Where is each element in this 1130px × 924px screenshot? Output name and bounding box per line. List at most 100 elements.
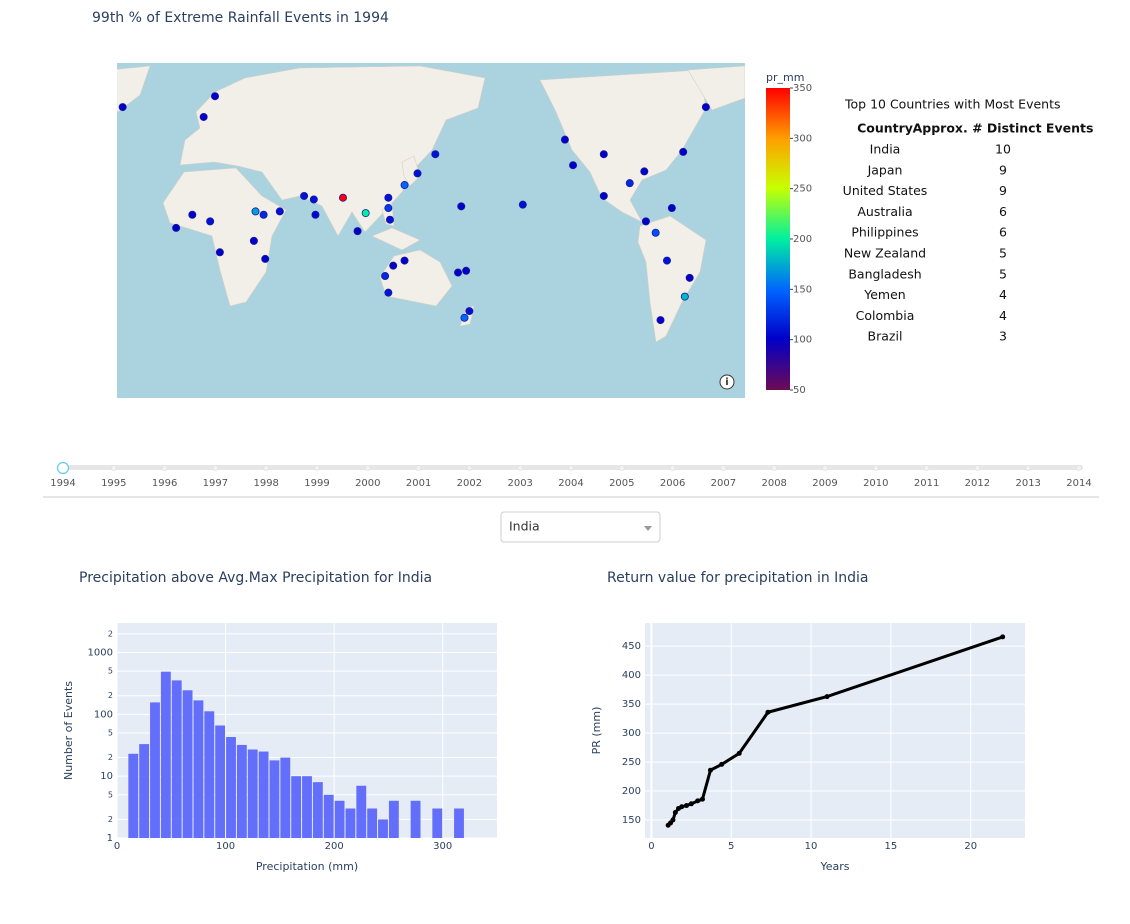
- slider-label: 1999: [304, 478, 329, 489]
- slider-step: [466, 465, 473, 471]
- slider-label: 2001: [406, 478, 431, 489]
- event-marker: [309, 195, 318, 204]
- bar: [182, 690, 193, 838]
- line-point: [1000, 634, 1006, 640]
- event-marker: [662, 256, 671, 265]
- bar: [247, 749, 258, 838]
- slider-label: 2005: [609, 478, 634, 489]
- event-marker: [118, 103, 127, 112]
- line-point: [707, 767, 713, 773]
- table-cell: Brazil: [868, 329, 903, 344]
- y-tick-label: 2: [108, 629, 113, 638]
- x-axis-label: Precipitation (mm): [256, 860, 358, 873]
- event-marker: [206, 217, 215, 226]
- event-marker: [462, 266, 471, 275]
- line-point: [672, 810, 678, 816]
- table-cell: 4: [999, 287, 1007, 302]
- bar: [280, 757, 291, 838]
- slider-label: 2014: [1066, 478, 1091, 489]
- line-point: [695, 798, 701, 804]
- table-cell: United States: [843, 183, 928, 198]
- x-tick-label: 15: [885, 841, 898, 852]
- table-header: Approx. # Distinct Events: [913, 121, 1094, 136]
- bar: [356, 785, 367, 838]
- x-tick-label: 10: [805, 841, 818, 852]
- event-marker: [353, 227, 362, 236]
- table-cell: New Zealand: [844, 246, 926, 261]
- slider-step: [364, 465, 371, 471]
- event-marker: [685, 273, 694, 282]
- bar: [432, 808, 443, 838]
- line-point: [824, 694, 830, 700]
- dropdown-value: India: [509, 519, 540, 534]
- y-tick-label: 450: [622, 641, 641, 652]
- event-marker: [667, 204, 676, 213]
- event-marker: [701, 103, 710, 112]
- colorbar: [766, 88, 790, 390]
- year-slider[interactable]: 1994 1995 1996 1997 1998 1999 2000 2001 2002 2003…: [50, 461, 1092, 490]
- colorbar-tick-label: 350: [793, 83, 812, 94]
- slider-handle[interactable]: [56, 461, 70, 475]
- slider-step: [415, 465, 422, 471]
- bar: [236, 744, 247, 838]
- event-marker: [384, 204, 393, 213]
- y-axis-label: Number of Events: [62, 681, 75, 780]
- bar: [323, 794, 334, 838]
- line: [667, 635, 1004, 827]
- bar: [312, 782, 323, 838]
- table-cell: Philippines: [851, 225, 918, 240]
- x-tick-label: 100: [216, 841, 235, 852]
- event-marker: [384, 288, 393, 297]
- y-tick-label: 300: [622, 728, 641, 739]
- bar: [334, 800, 345, 838]
- bar: [367, 808, 378, 838]
- event-marker: [211, 92, 220, 101]
- line-point: [699, 796, 705, 802]
- slider-step: [923, 465, 930, 471]
- x-tick-label: 200: [325, 841, 344, 852]
- bar: [378, 819, 388, 838]
- event-marker: [599, 191, 608, 200]
- table-cell: 5: [999, 246, 1007, 261]
- y-tick-label: 200: [622, 786, 641, 797]
- event-marker: [400, 181, 409, 190]
- colorbar-tick-label: 300: [793, 133, 812, 144]
- event-markers: [118, 92, 710, 325]
- slider-step: [568, 465, 574, 471]
- event-marker: [460, 313, 469, 322]
- event-marker: [431, 150, 440, 159]
- y-tick-label: 150: [622, 815, 641, 826]
- info-button[interactable]: [719, 374, 735, 390]
- bar: [204, 711, 215, 838]
- slider-label: 1998: [253, 478, 278, 489]
- colorbar-tick-label: 100: [793, 335, 812, 346]
- slider-label: 2009: [812, 478, 837, 489]
- x-tick-label: 0: [648, 841, 654, 852]
- map[interactable]: i: [110, 63, 745, 398]
- event-marker: [251, 207, 260, 216]
- colorbar-tick-label: 250: [793, 184, 812, 195]
- x-tick-label: 300: [433, 841, 452, 852]
- event-marker: [385, 215, 394, 224]
- y-tick-label: 250: [622, 757, 641, 768]
- slider-step: [212, 465, 219, 471]
- bar: [269, 760, 280, 838]
- slider-step: [974, 465, 981, 471]
- land: [117, 65, 745, 343]
- event-marker: [384, 193, 393, 202]
- line-point: [765, 709, 771, 715]
- y-tick-label: 2: [108, 691, 113, 700]
- event-marker: [465, 307, 474, 316]
- table-cell: 3: [999, 329, 1007, 344]
- y-tick-label: 1: [107, 833, 113, 844]
- event-marker: [311, 210, 320, 219]
- bar: [410, 800, 421, 838]
- x-tick-label: 20: [964, 841, 977, 852]
- info-icon: i: [725, 377, 728, 388]
- slider-step: [517, 465, 524, 471]
- event-marker: [560, 135, 569, 144]
- table-cell: Australia: [857, 204, 912, 219]
- line-chart: 150 200 250 300 350 400 450 0 5 10 15 20 Years PR (mm…: [590, 623, 1025, 873]
- country-dropdown[interactable]: [500, 511, 661, 543]
- y-tick-label: 100: [94, 709, 113, 720]
